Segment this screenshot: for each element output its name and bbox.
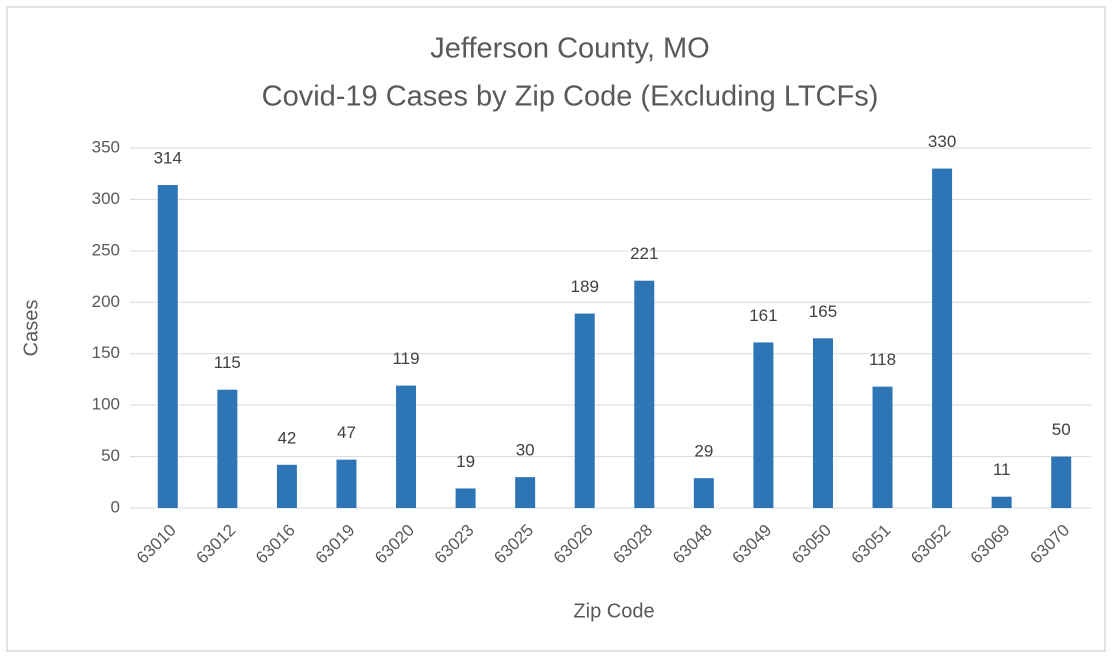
data-label: 314 [154,149,182,168]
bar [693,478,714,508]
bar [574,313,595,508]
data-label: 47 [337,423,356,442]
data-label: 42 [277,428,296,447]
data-label: 330 [928,132,956,151]
bar [336,459,357,508]
data-label: 115 [214,353,241,372]
y-tick-label: 200 [92,292,120,311]
bar [1051,456,1072,508]
bar [872,386,893,508]
y-tick-label: 100 [92,395,120,414]
chart-subtitle: Covid-19 Cases by Zip Code (Excluding LT… [262,81,879,113]
data-label: 118 [869,350,896,369]
bar [515,477,536,508]
y-tick-label: 300 [92,189,120,208]
data-label: 221 [630,244,658,263]
chart-border [6,6,1106,652]
data-label: 11 [993,460,1011,479]
y-tick-label: 150 [92,343,120,362]
y-tick-label: 0 [111,497,120,516]
bar [396,385,417,508]
x-axis-title: Zip Code [573,600,654,622]
bar [812,338,833,508]
bar [157,185,178,508]
bar [634,280,655,508]
data-label: 165 [809,302,837,321]
y-tick-label: 50 [101,446,120,465]
bar [455,488,476,508]
bar [991,496,1012,508]
data-label: 119 [392,349,419,368]
data-label: 189 [571,277,599,296]
y-tick-label: 250 [92,240,120,259]
bar [217,389,238,508]
data-label: 50 [1052,420,1071,439]
data-label: 161 [749,306,777,325]
data-label: 19 [456,452,475,471]
y-tick-label: 350 [92,137,120,156]
y-axis-title: Cases [20,300,42,357]
bar [932,168,953,509]
bar [276,464,297,508]
data-label: 29 [694,442,713,461]
data-label: 30 [516,441,535,460]
bar [753,342,774,508]
chart-title: Jefferson County, MO [430,33,709,65]
